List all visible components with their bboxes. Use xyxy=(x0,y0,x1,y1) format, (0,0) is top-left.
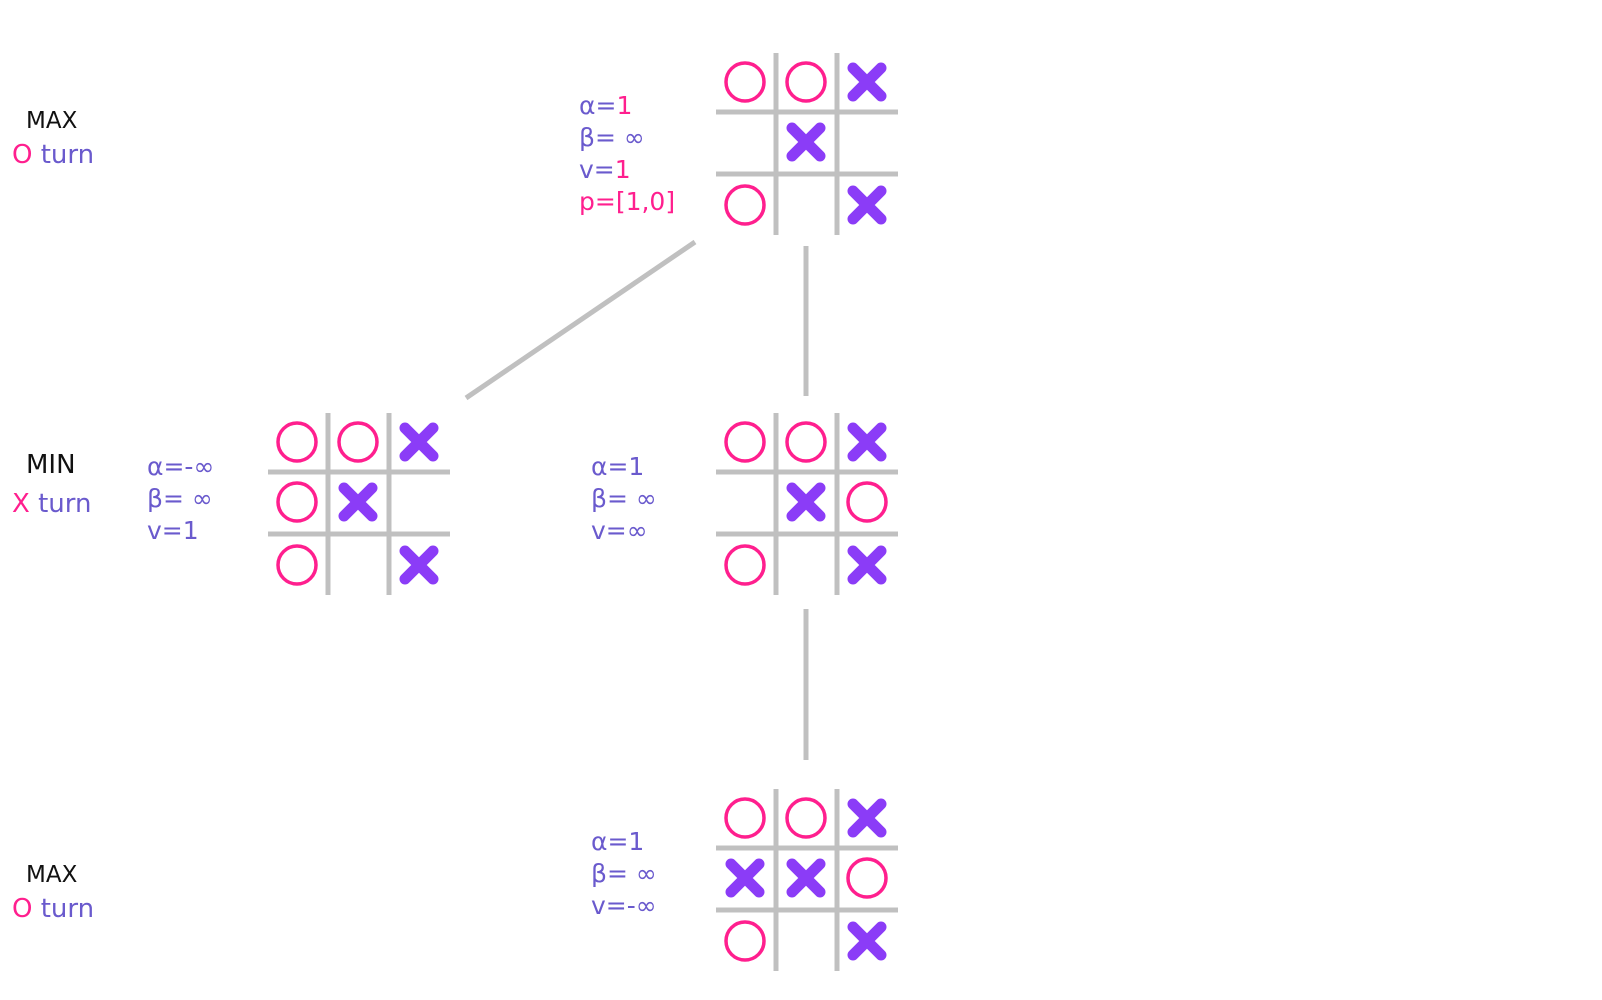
grandchild-v: v=-∞ xyxy=(591,891,657,920)
o-mark xyxy=(337,421,379,463)
o-mark xyxy=(276,421,318,463)
o-mark xyxy=(724,797,766,839)
child-right-stats: α=1 β= ∞ v=∞ xyxy=(591,451,657,547)
grandchild-beta: β= ∞ xyxy=(591,859,657,888)
x-mark xyxy=(338,482,378,522)
grandchild-board xyxy=(716,789,898,971)
edge-root-to-child-left xyxy=(464,239,697,401)
level-2-player: O xyxy=(12,894,33,924)
root-beta: β= ∞ xyxy=(579,123,645,152)
o-mark xyxy=(724,184,766,226)
x-mark xyxy=(725,858,765,898)
child-right-v: v=∞ xyxy=(591,516,648,545)
x-mark xyxy=(399,545,439,585)
level-0-turn: O turn xyxy=(12,140,94,170)
child-left-alpha: α=-∞ xyxy=(147,452,215,481)
child-right-beta: β= ∞ xyxy=(591,484,657,513)
root-alpha: α=1 xyxy=(579,91,633,120)
root-v: v=1 xyxy=(579,155,631,184)
child-left-beta: β= ∞ xyxy=(147,484,213,513)
child-right-alpha: α=1 xyxy=(591,452,645,481)
level-1-turn-word: turn xyxy=(38,489,92,519)
o-mark xyxy=(724,421,766,463)
o-mark xyxy=(846,857,888,899)
level-0-player: O xyxy=(12,140,33,170)
root-v-value: 1 xyxy=(614,155,631,184)
x-mark xyxy=(786,122,826,162)
grandchild-alpha: α=1 xyxy=(591,827,645,856)
o-mark xyxy=(724,544,766,586)
x-mark xyxy=(847,185,887,225)
x-mark xyxy=(399,422,439,462)
level-1-title: MIN xyxy=(26,450,76,480)
root-alpha-value: 1 xyxy=(616,91,633,120)
x-mark xyxy=(847,921,887,961)
level-0-turn-word: turn xyxy=(40,140,95,170)
o-mark xyxy=(846,481,888,523)
o-mark xyxy=(724,920,766,962)
grandchild-stats: α=1 β= ∞ v=-∞ xyxy=(591,826,657,922)
x-mark xyxy=(786,482,826,522)
child-left-board xyxy=(268,413,450,595)
o-mark xyxy=(724,61,766,103)
o-mark xyxy=(276,544,318,586)
child-left-stats: α=-∞ β= ∞ v=1 xyxy=(147,451,214,547)
x-mark xyxy=(847,422,887,462)
child-right-board xyxy=(716,413,898,595)
o-mark xyxy=(785,61,827,103)
o-mark xyxy=(785,797,827,839)
o-mark xyxy=(276,481,318,523)
root-board xyxy=(716,53,898,235)
tree-edges xyxy=(464,239,809,760)
boards xyxy=(268,53,898,971)
o-mark xyxy=(785,421,827,463)
root-stats: α=1 β= ∞ v=1 p=[1,0] xyxy=(579,90,675,218)
x-mark xyxy=(786,858,826,898)
x-mark xyxy=(847,545,887,585)
x-mark xyxy=(847,798,887,838)
level-2-title: MAX xyxy=(26,862,78,888)
root-p: p=[1,0] xyxy=(579,187,676,216)
child-left-v: v=1 xyxy=(147,516,199,545)
level-1-turn: X turn xyxy=(12,489,91,519)
level-2-turn: O turn xyxy=(12,894,94,924)
level-1-player: X xyxy=(12,489,30,519)
level-0-title: MAX xyxy=(26,108,78,134)
x-mark xyxy=(847,62,887,102)
level-2-turn-word: turn xyxy=(40,894,95,924)
